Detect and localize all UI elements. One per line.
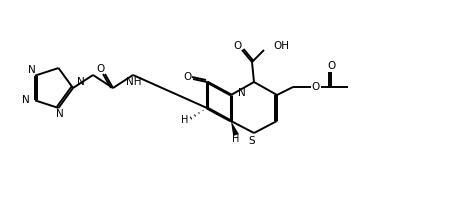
Text: OH: OH <box>273 41 289 51</box>
Text: O: O <box>183 72 191 82</box>
Text: N: N <box>28 65 36 75</box>
Text: NH: NH <box>126 77 142 87</box>
Polygon shape <box>231 121 239 136</box>
Text: H: H <box>181 115 189 125</box>
Text: O: O <box>327 61 335 71</box>
Text: N: N <box>22 95 30 105</box>
Text: S: S <box>249 136 255 146</box>
Text: O: O <box>233 41 241 51</box>
Text: N: N <box>55 109 63 119</box>
Text: H: H <box>232 134 240 144</box>
Text: N: N <box>77 77 85 87</box>
Text: O: O <box>96 64 104 74</box>
Text: O: O <box>312 82 320 92</box>
Text: N: N <box>238 88 246 98</box>
